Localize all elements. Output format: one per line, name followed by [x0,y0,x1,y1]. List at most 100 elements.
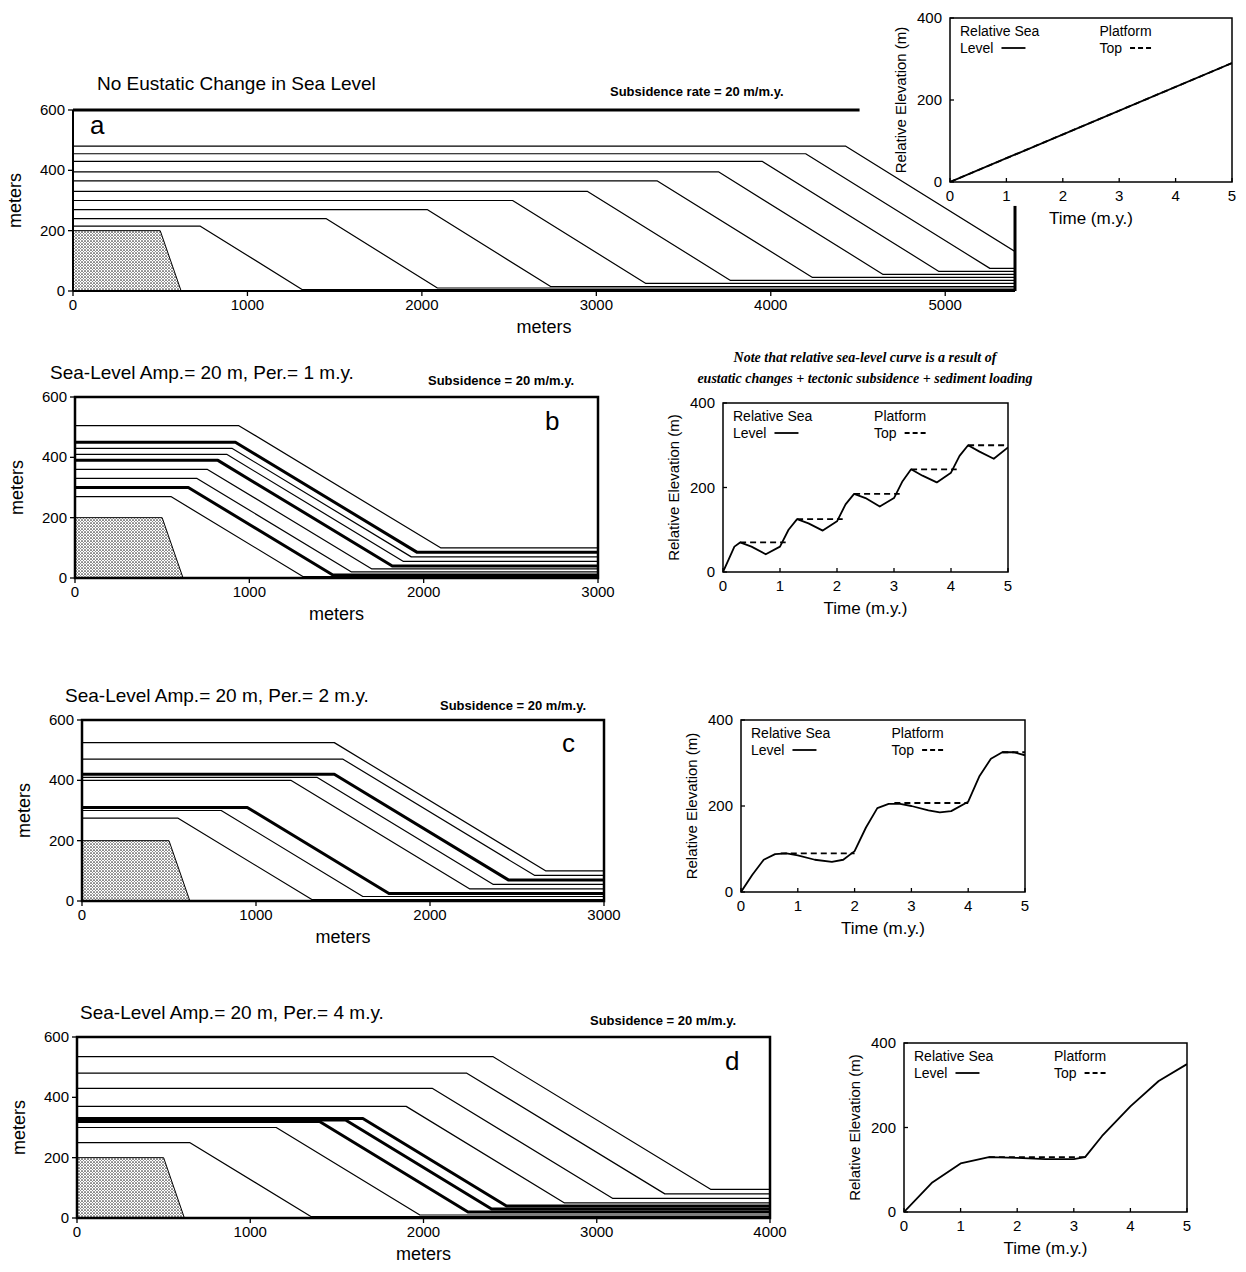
plot-background [904,1043,1187,1212]
x-tick-label: 4000 [753,1223,786,1240]
y-tick-label: 600 [49,711,74,728]
stratal-surface [73,172,1015,275]
x-tick-label: 2000 [407,583,440,600]
panel-title: Sea-Level Amp.= 20 m, Per.= 1 m.y. [50,362,354,383]
y-tick-label: 0 [57,282,65,299]
panel-subtitle: Subsidence rate = 20 m/m.y. [610,84,784,99]
series-line [950,63,1232,182]
plot-frame [950,18,1232,182]
legend-swatch [905,432,929,434]
y-tick-label: 0 [888,1203,896,1220]
x-tick-label: 3 [907,897,915,914]
legend-swatch [922,749,946,751]
marks [75,426,598,578]
stratal-surface [73,154,1015,269]
y-tick-label: 400 [49,771,74,788]
x-tick-label: 3000 [587,906,620,923]
legend-label: PlatformTop [892,725,944,758]
plot-background [950,18,1232,182]
sea-level-panel: 0123450200400Time (m.y.)Relative Elevati… [665,350,1033,618]
x-tick [911,888,912,892]
panel-subtitle: Subsidence = 20 m/m.y. [590,1013,736,1028]
panel-letter: b [545,406,559,436]
x-tick-label: 3 [890,577,898,594]
y-tick [77,900,82,901]
y-tick [723,402,727,403]
x-tick [893,568,894,572]
cross-section-panel: 01000200030000200400600metersmetersSea-L… [14,685,621,947]
x-tick [836,568,837,572]
x-tick-label: 1000 [239,906,272,923]
legend-label-line: Relative Sea [751,725,831,741]
x-tick [1119,178,1120,182]
legend-swatch [1001,47,1025,49]
x-axis-title: meters [309,604,364,624]
legend-label: Relative SeaLevel [751,725,831,758]
x-tick-label: 4 [947,577,955,594]
y-tick-label: 400 [44,1088,69,1105]
legend-label-line: Platform [874,408,926,424]
x-tick-label: 1000 [231,296,264,313]
basement-block [73,231,181,291]
x-tick [1006,178,1007,182]
x-tick-label: 3000 [580,1223,613,1240]
y-tick-label: 200 [40,222,65,239]
x-tick [960,1208,961,1212]
x-tick-label: 1000 [233,583,266,600]
y-tick-label: 400 [917,9,942,26]
sea-level-panel: 0123450200400Time (m.y.)Relative Elevati… [846,1034,1191,1258]
cross-section-panel: 0100020003000400050000200400600metersmet… [5,73,1037,337]
series-line [950,63,1232,182]
y-axis-title: Relative Elevation (m) [683,733,700,880]
annotation-line: eustatic changes + tectonic subsidence +… [697,371,1032,386]
x-tick-label: 0 [719,577,727,594]
panel-subtitle: Subsidence = 20 m/m.y. [440,698,586,713]
y-tick-label: 200 [44,1149,69,1166]
x-tick-label: 1000 [234,1223,267,1240]
stratal-surface [73,210,1015,287]
x-tick [1073,1208,1074,1212]
series-line [904,1064,1187,1212]
stratal-surface [82,759,604,875]
x-tick-label: 5 [1228,187,1236,204]
series-line [741,752,1025,892]
y-tick-label: 200 [49,832,74,849]
legend-label-line: Top [874,425,897,441]
series-line [989,1156,1085,1158]
plot-background [741,720,1025,892]
y-tick [741,891,745,892]
y-tick-label: 400 [871,1034,896,1051]
y-tick-label: 0 [707,563,715,580]
stratal-surface [77,1057,770,1190]
basement-block [82,841,190,901]
y-tick-label: 400 [690,394,715,411]
y-tick [77,780,82,781]
series-line [740,445,1008,542]
stratal-surface [77,1073,770,1194]
x-tick [779,568,780,572]
y-tick [70,396,75,397]
x-tick-label: 3 [1115,187,1123,204]
plot-frame [75,397,598,578]
y-tick-label: 400 [708,711,733,728]
basement-block [77,1158,184,1218]
legend-label-line: Relative Sea [960,23,1040,39]
plot-frame [741,720,1025,892]
x-axis-title: meters [315,927,370,947]
stratal-surface [82,743,604,871]
y-axis-title: meters [9,1100,29,1155]
x-tick-label: 5000 [929,296,962,313]
legend-swatch [774,432,798,434]
x-tick [1186,1208,1187,1212]
x-axis-title: Time (m.y.) [1049,209,1133,228]
panel-title: Sea-Level Amp.= 20 m, Per.= 4 m.y. [80,1002,384,1023]
x-tick-label: 2000 [407,1223,440,1240]
y-axis-title: meters [5,173,25,228]
panel-letter: a [90,110,105,140]
y-tick [950,181,954,182]
y-tick [723,571,727,572]
legend-label: PlatformTop [1054,1048,1106,1081]
stratal-surface [77,1088,770,1198]
x-tick-label: 0 [900,1217,908,1234]
x-tick-label: 2 [850,897,858,914]
